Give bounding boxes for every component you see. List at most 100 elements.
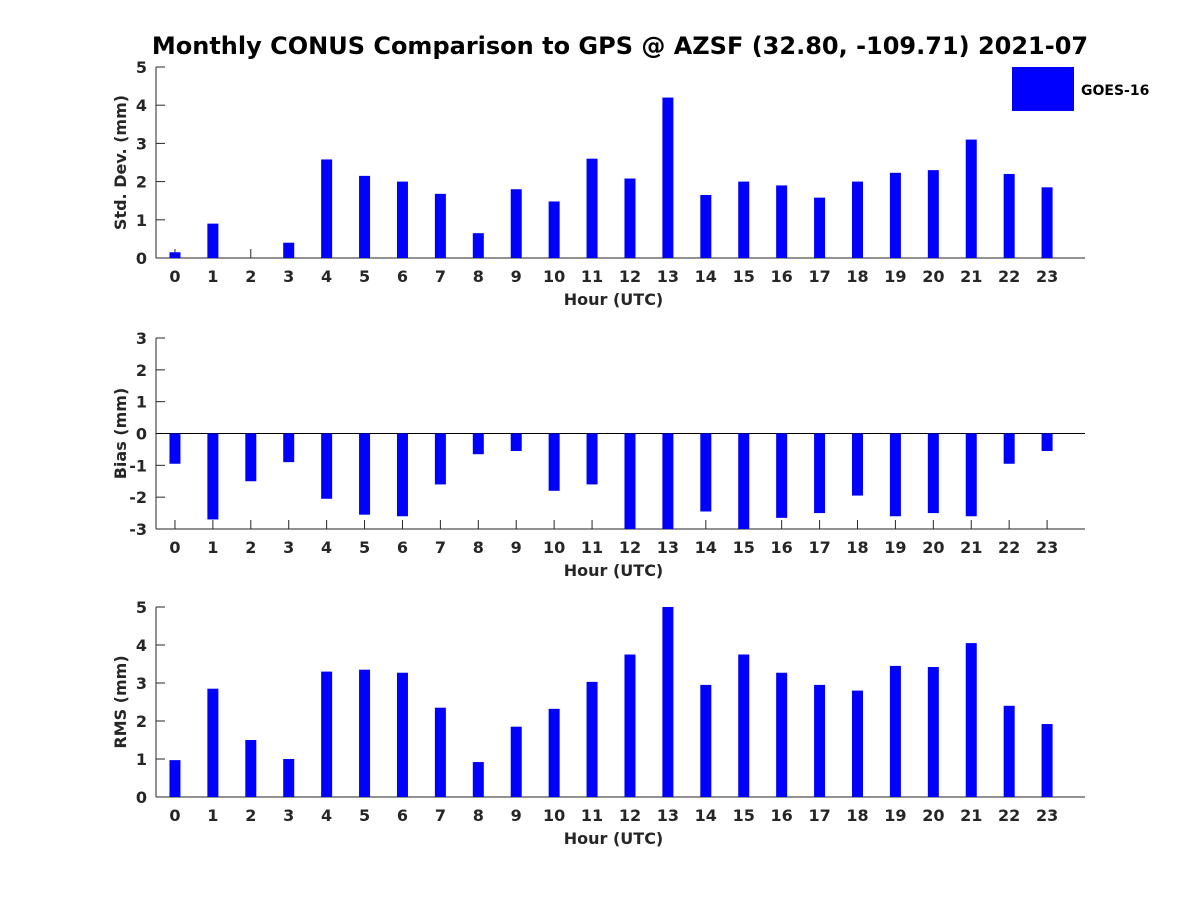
bar-hour-7 xyxy=(434,433,446,485)
y-tick-label: 3 xyxy=(136,134,147,153)
bar-hour-19 xyxy=(889,172,901,258)
bar-hour-21 xyxy=(965,139,977,258)
x-tick-label: 15 xyxy=(733,267,755,286)
x-tick-label: 14 xyxy=(695,538,717,557)
bar-hour-11 xyxy=(586,158,598,258)
bar-hour-15 xyxy=(738,433,750,529)
x-tick-label: 2 xyxy=(245,806,256,825)
x-tick-label: 1 xyxy=(207,806,218,825)
bar-hour-12 xyxy=(624,178,636,258)
x-tick-label: 5 xyxy=(359,538,370,557)
x-tick-label: 3 xyxy=(283,267,294,286)
x-tick-label: 13 xyxy=(657,538,679,557)
y-tick-label: 5 xyxy=(136,598,147,617)
x-tick-label: 10 xyxy=(543,267,565,286)
x-tick-label: 10 xyxy=(543,806,565,825)
x-tick-label: 0 xyxy=(169,267,180,286)
bar-hour-23 xyxy=(1041,187,1053,258)
x-tick-label: 18 xyxy=(846,267,868,286)
y-tick-label: 2 xyxy=(136,361,147,380)
x-tick-label: 19 xyxy=(884,538,906,557)
x-tick-label: 17 xyxy=(808,267,830,286)
x-tick-label: 21 xyxy=(960,538,982,557)
x-tick-label: 1 xyxy=(207,538,218,557)
x-tick-label: 6 xyxy=(397,538,408,557)
bar-hour-20 xyxy=(927,433,939,514)
y-tick-label: 1 xyxy=(136,211,147,230)
bar-hour-17 xyxy=(814,433,826,514)
x-tick-label: 18 xyxy=(846,538,868,557)
x-tick-label: 9 xyxy=(511,267,522,286)
bar-hour-1 xyxy=(207,688,219,797)
bar-hour-22 xyxy=(1003,433,1015,464)
bar-hour-2 xyxy=(245,740,257,797)
y-tick-label: 0 xyxy=(136,249,147,268)
y-tick-label: -1 xyxy=(129,456,147,475)
x-tick-label: 23 xyxy=(1036,806,1058,825)
bar-hour-20 xyxy=(927,667,939,797)
bar-hour-3 xyxy=(283,759,295,797)
bar-hour-15 xyxy=(738,654,750,797)
x-tick-label: 20 xyxy=(922,267,944,286)
bar-hour-21 xyxy=(965,433,977,517)
x-tick-label: 2 xyxy=(245,538,256,557)
legend: GOES-16 xyxy=(1012,67,1149,111)
x-tick-label: 22 xyxy=(998,267,1020,286)
bar-hour-12 xyxy=(624,654,636,797)
bar-hour-5 xyxy=(359,669,371,797)
x-tick-label: 11 xyxy=(581,806,603,825)
x-tick-label: 21 xyxy=(960,806,982,825)
bar-hour-19 xyxy=(889,665,901,797)
x-tick-label: 19 xyxy=(884,267,906,286)
x-tick-label: 12 xyxy=(619,538,641,557)
y-tick-label: 3 xyxy=(136,674,147,693)
bar-hour-9 xyxy=(510,189,522,258)
x-tick-label: 0 xyxy=(169,538,180,557)
y-tick-label: 5 xyxy=(136,58,147,77)
bar-hour-9 xyxy=(510,433,522,452)
bar-hour-18 xyxy=(851,690,863,797)
bar-hour-16 xyxy=(776,433,788,518)
x-tick-label: 10 xyxy=(543,538,565,557)
bar-hour-1 xyxy=(207,433,219,520)
x-tick-label: 22 xyxy=(998,538,1020,557)
y-tick-label: 0 xyxy=(136,425,147,444)
x-tick-label: 15 xyxy=(733,806,755,825)
bar-hour-10 xyxy=(548,708,560,797)
bar-hour-4 xyxy=(321,433,333,499)
x-tick-label: 16 xyxy=(771,806,793,825)
x-tick-label: 15 xyxy=(733,538,755,557)
x-tick-label: 5 xyxy=(359,806,370,825)
bar-hour-11 xyxy=(586,433,598,485)
bar-hour-8 xyxy=(472,233,484,258)
bar-hour-10 xyxy=(548,201,560,258)
x-tick-label: 14 xyxy=(695,267,717,286)
bar-hour-11 xyxy=(586,681,598,797)
x-axis-label: Hour (UTC) xyxy=(564,561,664,580)
bar-hour-15 xyxy=(738,181,750,258)
bar-hour-5 xyxy=(359,175,371,258)
x-tick-label: 16 xyxy=(771,538,793,557)
y-tick-label: 0 xyxy=(136,788,147,807)
x-tick-label: 22 xyxy=(998,806,1020,825)
x-tick-label: 21 xyxy=(960,267,982,286)
legend-swatch-goes-16 xyxy=(1012,67,1074,111)
bar-hour-13 xyxy=(662,607,674,797)
bar-hour-16 xyxy=(776,185,788,258)
bar-hour-13 xyxy=(662,97,674,258)
bar-hour-12 xyxy=(624,433,636,529)
bar-hour-9 xyxy=(510,726,522,797)
bar-hour-4 xyxy=(321,671,333,797)
y-tick-label: 4 xyxy=(136,636,147,655)
x-tick-label: 13 xyxy=(657,267,679,286)
bar-hour-3 xyxy=(283,433,295,463)
bar-hour-18 xyxy=(851,433,863,496)
x-axis-label: Hour (UTC) xyxy=(564,290,664,309)
bar-hour-22 xyxy=(1003,173,1015,258)
bar-hour-0 xyxy=(169,433,181,464)
